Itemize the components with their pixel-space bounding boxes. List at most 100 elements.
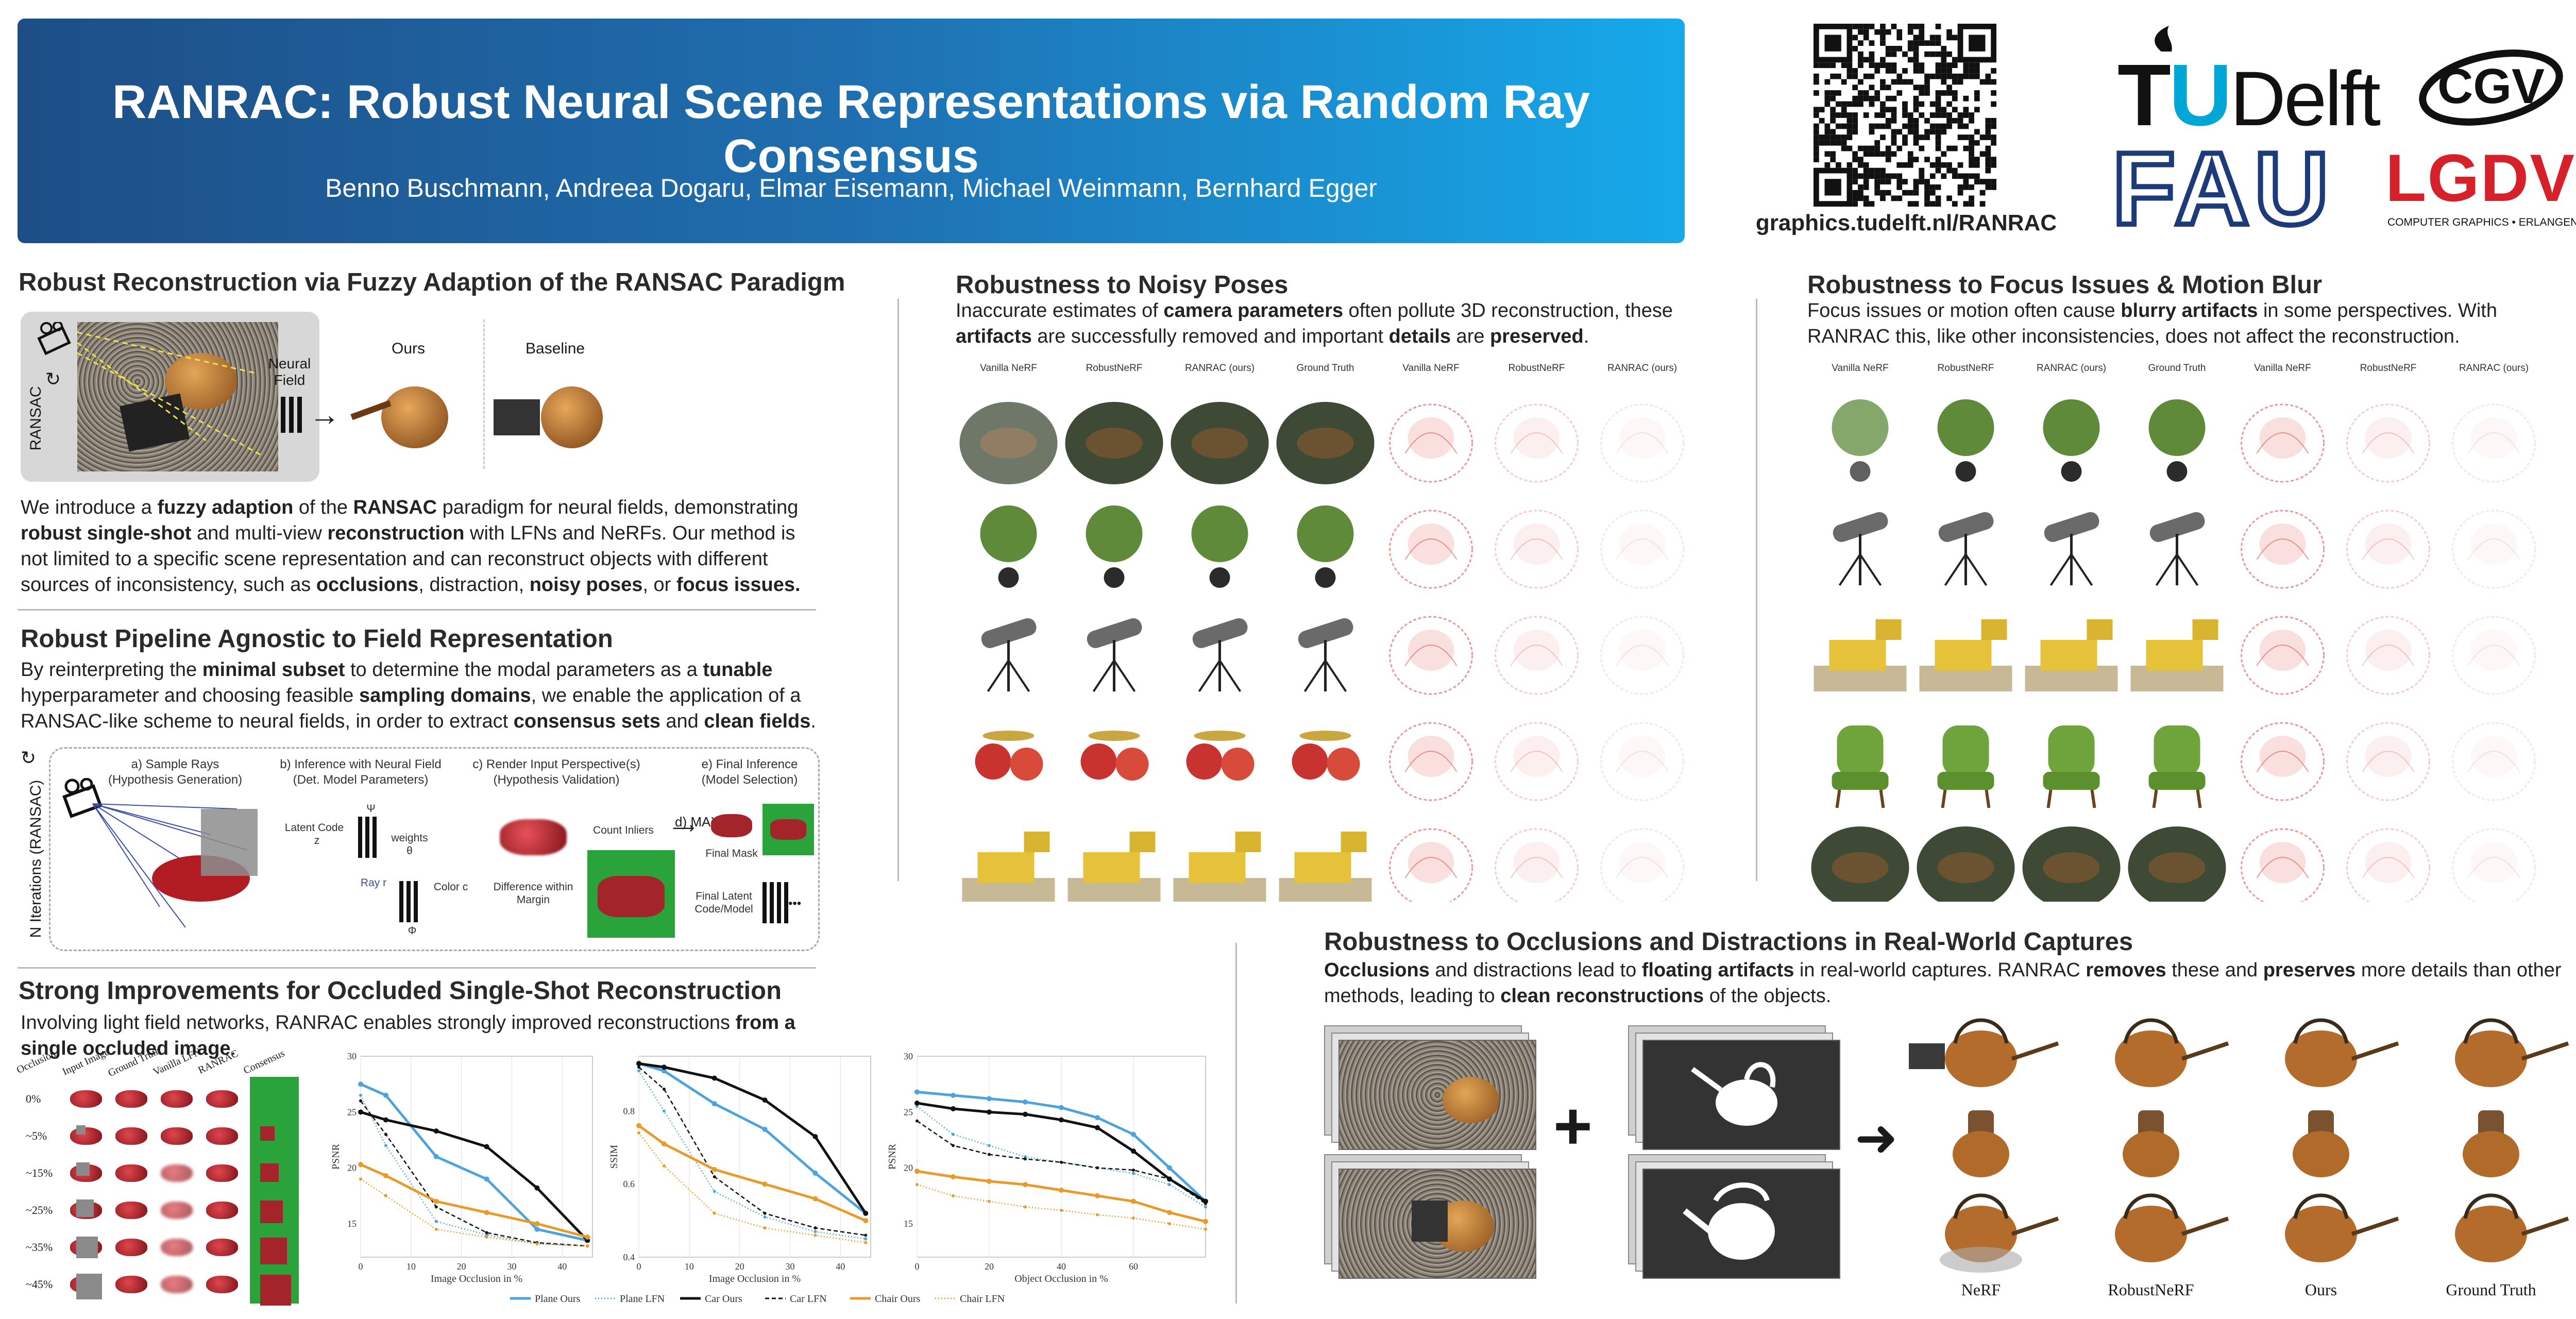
method-label: NeRF (1961, 1280, 2001, 1299)
step-c-subtitle: (Hypothesis Validation) (493, 773, 620, 787)
reconstruction-thumbnail (115, 1090, 147, 1108)
data-point (1060, 1160, 1063, 1164)
lgdv-logo: LGDV COMPUTER GRAPHICS • ERLANGEN (2385, 139, 2576, 237)
data-point (1023, 1111, 1028, 1117)
data-point (383, 1117, 388, 1123)
comparison-thumbnail (2452, 403, 2536, 483)
y-tick-label: 25 (904, 1107, 913, 1117)
comparison-thumbnail (1937, 399, 1994, 482)
y-tick-label: 20 (904, 1163, 913, 1173)
data-point (662, 1087, 666, 1091)
y-tick-label: 20 (347, 1163, 357, 1173)
psi-label: Ψ (366, 803, 376, 815)
comparison-thumbnail (1276, 402, 1375, 484)
series-line (360, 1100, 588, 1247)
data-point (763, 1215, 767, 1219)
reconstruction-thumbnail (115, 1202, 147, 1219)
comparison-thumbnail (1600, 722, 1684, 801)
reconstruction-thumbnail (115, 1127, 147, 1145)
comparison-thumbnail (1065, 402, 1163, 484)
data-point (864, 1233, 868, 1237)
author-list: Benno Buschmann, Andreea Dogaru, Elmar E… (325, 174, 1377, 202)
data-point (484, 1144, 489, 1149)
data-point (433, 1198, 439, 1204)
occlusion-patch (76, 1237, 98, 1258)
comparison-thumbnail (2452, 828, 2536, 907)
comparison-thumbnail (2130, 619, 2224, 691)
data-point (711, 1075, 717, 1081)
data-point (1168, 1183, 1171, 1187)
count-inliers-label: Count Inliers (593, 824, 654, 836)
data-point (1095, 1125, 1100, 1130)
reconstruction-thumbnail (206, 1090, 238, 1108)
data-point (1131, 1198, 1136, 1204)
comparison-thumbnail (2025, 619, 2118, 691)
x-tick-label: 10 (406, 1261, 416, 1272)
section-title-pipeline: Robust Pipeline Agnostic to Field Repres… (21, 625, 613, 653)
data-point (359, 1177, 362, 1181)
final-latent-label: Final Latent (696, 890, 752, 902)
ours-label: Ours (392, 340, 426, 357)
comparison-thumbnail (1832, 725, 1889, 808)
hypernetwork-bars-icon (358, 817, 377, 860)
latent-code-label: Latent Code (284, 822, 344, 834)
comparison-thumbnail (1191, 505, 1248, 588)
column-header: Occlusion (14, 1047, 58, 1076)
difference-label: Difference within (493, 881, 573, 893)
data-point (359, 1099, 362, 1103)
data-point (916, 1105, 919, 1108)
x-tick-label: 60 (1129, 1261, 1138, 1272)
reconstruction-thumbnail (206, 1276, 238, 1293)
data-point (485, 1233, 488, 1237)
consensus-column (250, 1077, 299, 1304)
x-tick-label: 40 (836, 1261, 845, 1272)
y-tick-label: 15 (347, 1219, 357, 1229)
tudelft-delft: Delft (2230, 55, 2381, 142)
comparison-thumbnail (2346, 510, 2430, 589)
comparison-thumbnail (1495, 510, 1579, 589)
x-tick-label: 40 (557, 1261, 567, 1272)
comparison-thumbnail (1087, 618, 1142, 692)
comparison-thumbnail (1811, 826, 1909, 909)
teapot-reconstruction (2115, 1193, 2229, 1262)
column-label: RobustNeRF (1938, 363, 1994, 374)
qr-code[interactable] (1814, 24, 1996, 207)
real-world-results-grid: NeRF RobustNeRF Ours Ground Truth (1896, 1010, 2576, 1299)
iteration-box (49, 747, 820, 951)
comparison-thumbnail (1086, 505, 1143, 588)
data-point (1059, 1105, 1064, 1110)
column-label: Ground Truth (1297, 363, 1354, 374)
reconstruction-thumbnail (70, 1127, 102, 1145)
real-world-paragraph: Occlusions and distractions lead to floa… (1324, 959, 2562, 1007)
x-axis-label: Image Occlusion in % (709, 1273, 801, 1284)
data-point (534, 1226, 540, 1232)
comparison-thumbnail (1389, 510, 1473, 589)
code-model-label: Code/Model (694, 903, 753, 915)
data-point (988, 1199, 991, 1203)
section-title-single-shot: Strong Improvements for Occluded Single-… (19, 977, 782, 1005)
fau-logo: FAU (2110, 129, 2375, 249)
focus-blur-grid: Vanilla NeRF RobustNeRF RANRAC (ours) Groun… (1807, 361, 2560, 909)
lgdv-subtitle: COMPUTER GRAPHICS • ERLANGEN (2387, 216, 2576, 228)
project-url[interactable]: graphics.tudelft.nl/RANRAC (1755, 210, 2057, 235)
data-point (812, 1196, 818, 1202)
final-mask-label: Final Mask (705, 848, 758, 859)
comparison-thumbnail (1171, 402, 1269, 484)
data-point (383, 1173, 388, 1178)
watering-can-mask (1642, 1040, 1840, 1150)
comparison-thumbnail (981, 618, 1037, 692)
data-point (1131, 1131, 1136, 1137)
tudelft-u: U (2168, 46, 2232, 144)
teapot-reconstruction (2115, 1018, 2229, 1087)
teapot-baseline-image (489, 371, 608, 459)
camera-icon (62, 778, 103, 818)
step-c-title: c) Render Input Perspective(s) (472, 757, 640, 771)
data-point (1168, 1222, 1171, 1225)
legend-label: Chair LFN (960, 1293, 1005, 1305)
data-point (384, 1144, 387, 1147)
series-line (360, 1083, 588, 1242)
comparison-thumbnail (2148, 399, 2206, 482)
data-point (914, 1089, 920, 1095)
x-axis-label: Image Occlusion in % (431, 1273, 522, 1284)
series-line (360, 1178, 588, 1247)
